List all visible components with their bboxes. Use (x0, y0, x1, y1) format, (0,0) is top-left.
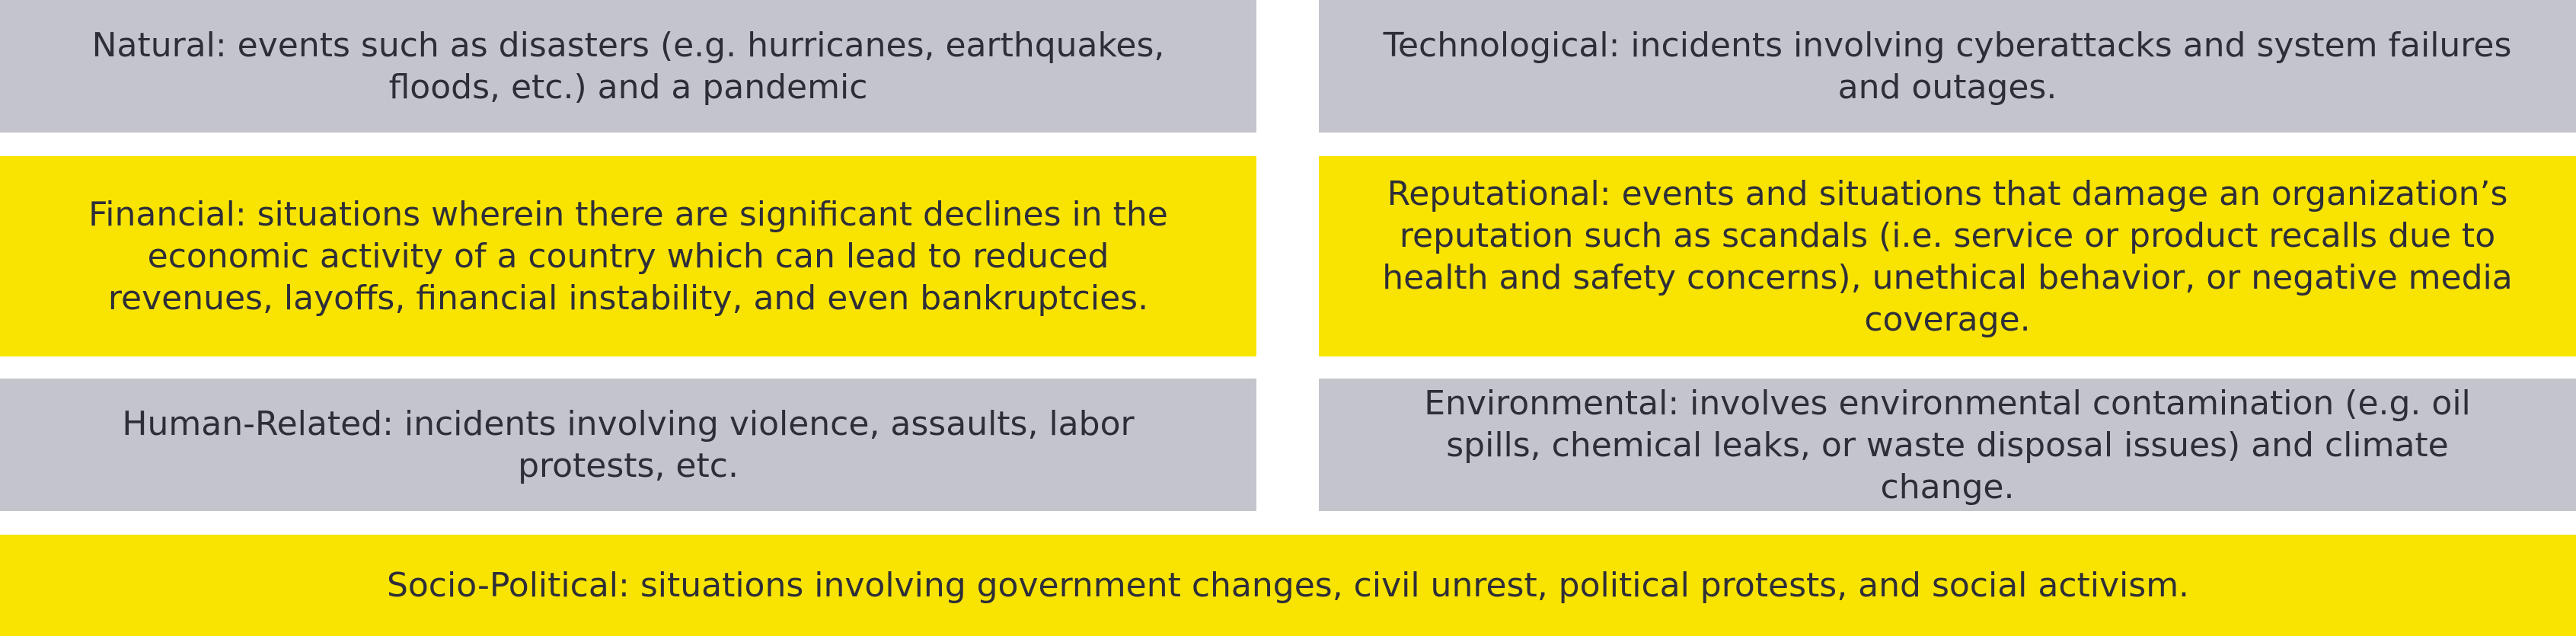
human-related-risk-text: Human-Related: incidents involving viole… (122, 404, 1135, 485)
socio-political-risk-text: Socio-Political: situations involving go… (386, 566, 2190, 605)
environmental-risk-box: Environmental: involves environmental co… (1319, 379, 2576, 511)
environmental-risk-text: Environmental: involves environmental co… (1424, 383, 2471, 507)
socio-political-risk-box: Socio-Political: situations involving go… (0, 535, 2576, 636)
technological-risk-text: Technological: incidents involving cyber… (1383, 26, 2512, 107)
reputational-risk-text: Reputational: events and situations that… (1382, 174, 2513, 339)
technological-risk-box: Technological: incidents involving cyber… (1319, 0, 2576, 133)
human-related-risk-box: Human-Related: incidents involving viole… (0, 379, 1256, 511)
financial-risk-box: Financial: situations wherein there are … (0, 156, 1256, 356)
reputational-risk-box: Reputational: events and situations that… (1319, 156, 2576, 356)
financial-risk-text: Financial: situations wherein there are … (88, 195, 1168, 318)
natural-risk-text: Natural: events such as disasters (e.g. … (91, 26, 1165, 107)
natural-risk-box: Natural: events such as disasters (e.g. … (0, 0, 1256, 133)
